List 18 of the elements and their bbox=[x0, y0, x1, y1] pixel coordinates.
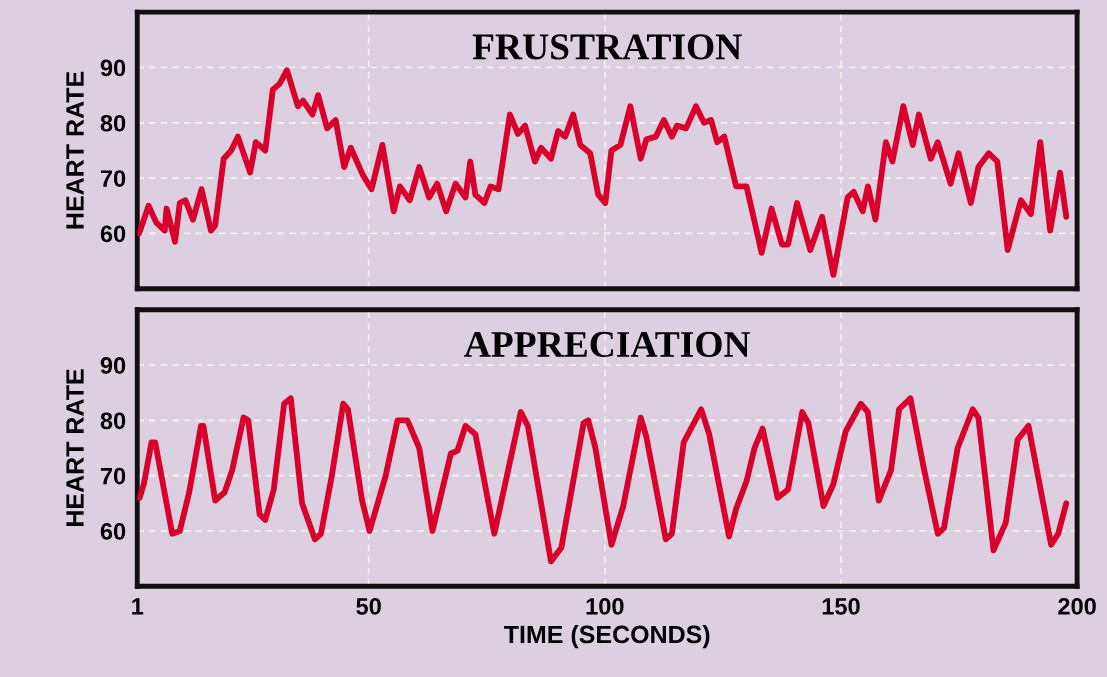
chart-title: FRUSTRATION bbox=[472, 34, 742, 60]
y-axis-title: HEART RATE bbox=[66, 71, 84, 229]
chart-title: APPRECIATION bbox=[464, 331, 751, 358]
y-tick-label: 60 bbox=[100, 225, 126, 243]
y-tick-label: 70 bbox=[100, 467, 126, 485]
y-tick-label: 70 bbox=[100, 170, 126, 187]
y-tick-label: 80 bbox=[100, 114, 126, 132]
y-tick-label: 80 bbox=[100, 412, 126, 430]
x-tick-label: 50 bbox=[356, 598, 381, 615]
y-tick-label: 90 bbox=[100, 357, 126, 374]
x-tick-label: 100 bbox=[586, 598, 624, 615]
x-tick-label: 200 bbox=[1058, 598, 1096, 615]
x-tick-label: 150 bbox=[822, 598, 860, 615]
y-axis-title: HEART RATE bbox=[66, 369, 84, 526]
y-tick-label: 90 bbox=[100, 59, 126, 77]
x-axis-title: TIME (SECONDS) bbox=[504, 624, 710, 649]
y-tick-label: 60 bbox=[100, 523, 126, 540]
x-tick-label: 1 bbox=[132, 598, 144, 615]
